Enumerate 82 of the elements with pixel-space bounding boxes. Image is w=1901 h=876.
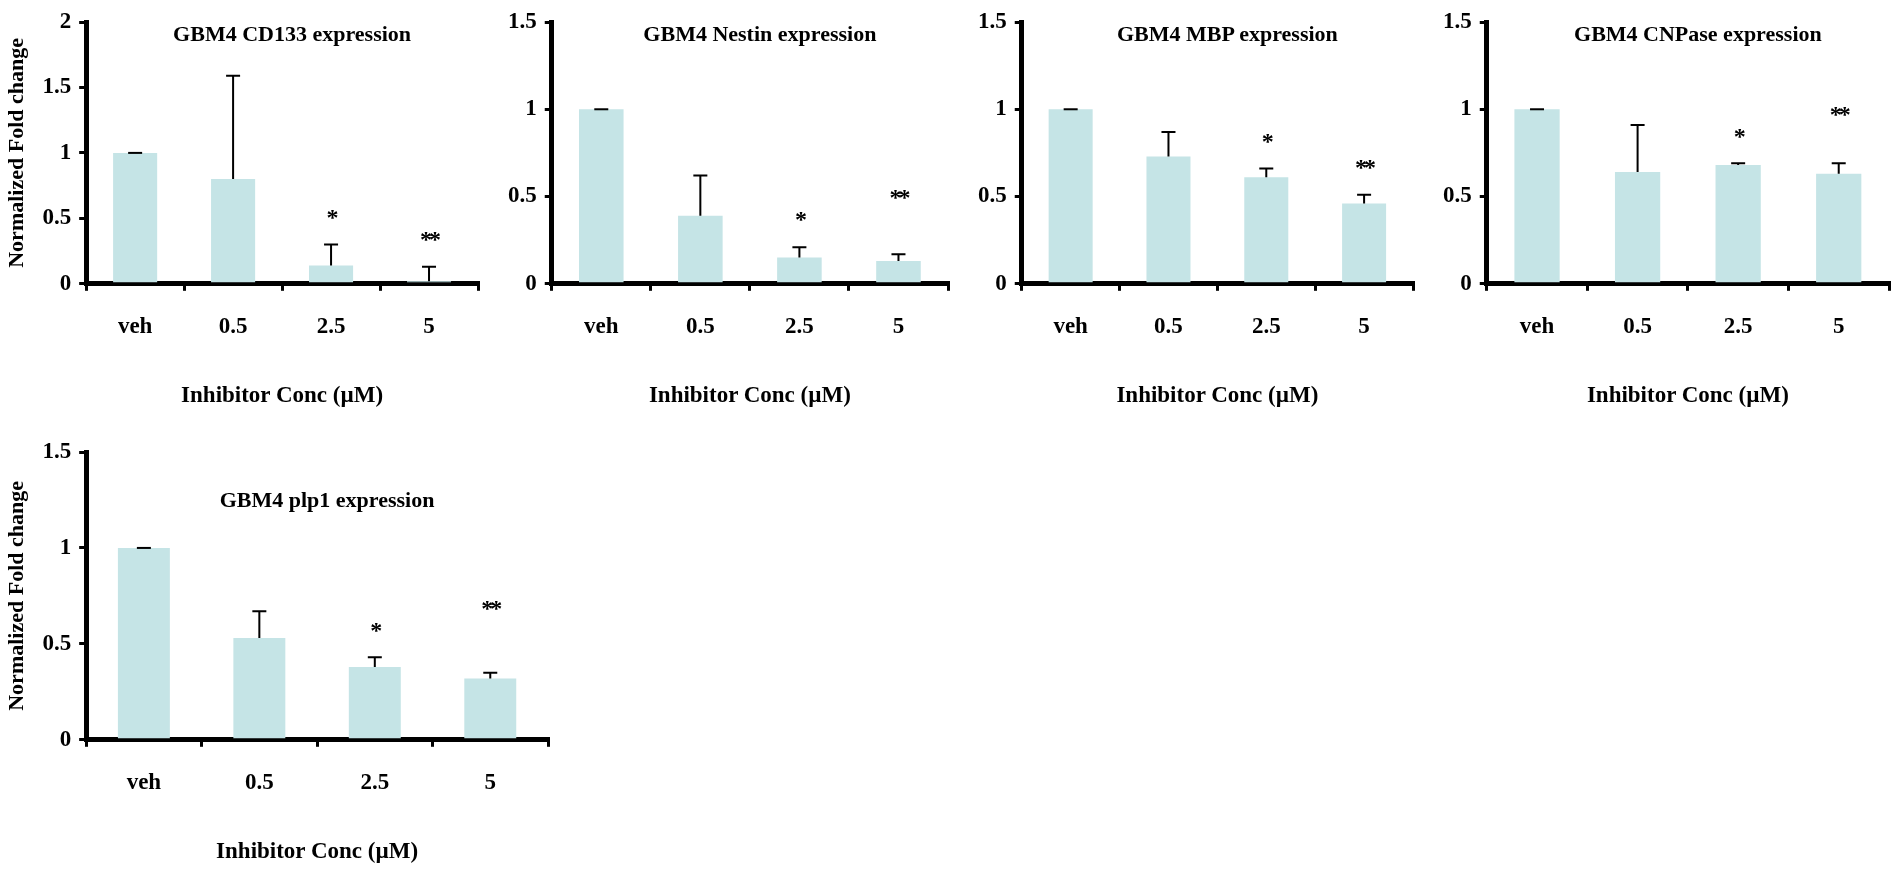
chart-title: GBM4 CNPase expression xyxy=(1574,20,1822,46)
x-tick-label: 5 xyxy=(484,768,497,794)
bar xyxy=(578,109,624,283)
y-tick-label: 0 xyxy=(525,269,537,295)
annotation: ** xyxy=(1355,153,1376,180)
y-tick-label: 1 xyxy=(1460,95,1472,121)
annotation: * xyxy=(370,616,382,643)
bar xyxy=(117,547,170,739)
bar xyxy=(1514,109,1560,283)
y-tick-label: 0.5 xyxy=(42,204,72,230)
y-tick-label: 1.5 xyxy=(1443,7,1472,33)
x-tick-label: 2.5 xyxy=(1251,312,1281,338)
x-tick-label: 5 xyxy=(1832,312,1845,338)
y-tick-label: 0 xyxy=(995,269,1007,295)
y-tick-label: 0 xyxy=(1460,269,1472,295)
y-tick-label: 0 xyxy=(59,725,72,751)
bar xyxy=(876,261,921,283)
x-tick-label: 5 xyxy=(892,312,905,338)
annotation: * xyxy=(794,206,806,233)
x-axis-title: Inhibitor Conc (µM) xyxy=(648,382,851,408)
y-tick-label: 0.5 xyxy=(978,182,1007,208)
x-tick-label: 0.5 xyxy=(685,312,715,338)
annotation: ** xyxy=(481,594,502,621)
y-tick-label: 2 xyxy=(59,7,72,33)
x-tick-label: 2.5 xyxy=(360,768,390,794)
bar xyxy=(1342,203,1387,283)
y-tick-label: 1.5 xyxy=(42,437,72,463)
x-tick-label: 2.5 xyxy=(1723,312,1753,338)
bar xyxy=(1816,173,1862,283)
x-tick-label: veh xyxy=(117,312,153,338)
text: GBM4 plp1 expression xyxy=(219,486,435,512)
x-tick-label: 2.5 xyxy=(785,312,814,338)
y-tick-label: 1 xyxy=(59,138,72,164)
x-tick-label: veh xyxy=(1053,312,1089,338)
x-tick-label: 0.5 xyxy=(1623,312,1652,338)
x-tick-label: veh xyxy=(126,768,162,794)
bar xyxy=(1715,165,1761,283)
chart-title: GBM4 Nestin expression xyxy=(643,20,877,46)
x-axis-title: Inhibitor Conc (µM) xyxy=(216,838,419,864)
annotation: ** xyxy=(889,184,910,211)
bar xyxy=(113,152,158,283)
y-axis-title: Normalized Fold change xyxy=(2,480,28,711)
bar xyxy=(348,666,401,739)
x-tick-label: 0.5 xyxy=(1154,312,1183,338)
x-axis-title: Inhibitor Conc (µM) xyxy=(1116,382,1319,408)
x-tick-label: 5 xyxy=(1358,312,1370,338)
bar xyxy=(464,678,517,739)
x-axis-title: Inhibitor Conc (µM) xyxy=(1586,382,1789,408)
bar xyxy=(1614,172,1661,283)
annotation: * xyxy=(1733,122,1745,149)
y-tick-label: 1.5 xyxy=(978,7,1007,33)
bar xyxy=(211,179,256,283)
y-tick-label: 1.5 xyxy=(508,7,537,33)
y-tick-label: 0.5 xyxy=(508,182,537,208)
x-tick-label: 2.5 xyxy=(316,312,346,338)
bar xyxy=(777,257,822,283)
x-tick-label: 0.5 xyxy=(244,768,274,794)
y-axis-title: Normalized Fold change xyxy=(2,37,28,268)
y-tick-label: 1 xyxy=(995,95,1007,121)
x-tick-label: veh xyxy=(584,312,619,338)
y-tick-label: 1 xyxy=(59,533,72,559)
bar xyxy=(1048,109,1093,283)
y-tick-label: 0.5 xyxy=(42,629,72,655)
bar xyxy=(1244,177,1289,283)
y-tick-label: 0 xyxy=(59,269,72,295)
y-tick-label: 0.5 xyxy=(1443,182,1472,208)
x-axis-title: Inhibitor Conc (µM) xyxy=(181,382,384,408)
x-tick-label: veh xyxy=(1519,312,1555,338)
x-tick-label: 5 xyxy=(423,312,435,338)
annotation: * xyxy=(1261,127,1273,154)
y-tick-label: 1.5 xyxy=(42,73,72,99)
annotation: ** xyxy=(1829,100,1850,127)
bar xyxy=(233,638,286,739)
chart-title: GBM4 CD133 expression xyxy=(173,20,412,46)
y-tick-label: 1 xyxy=(525,95,537,121)
annotation: ** xyxy=(420,225,441,252)
bar xyxy=(678,215,723,283)
bar xyxy=(1146,156,1191,283)
bar xyxy=(309,265,354,283)
x-tick-label: 0.5 xyxy=(218,312,248,338)
chart-title: GBM4 MBP expression xyxy=(1116,20,1338,46)
annotation: * xyxy=(326,203,338,230)
